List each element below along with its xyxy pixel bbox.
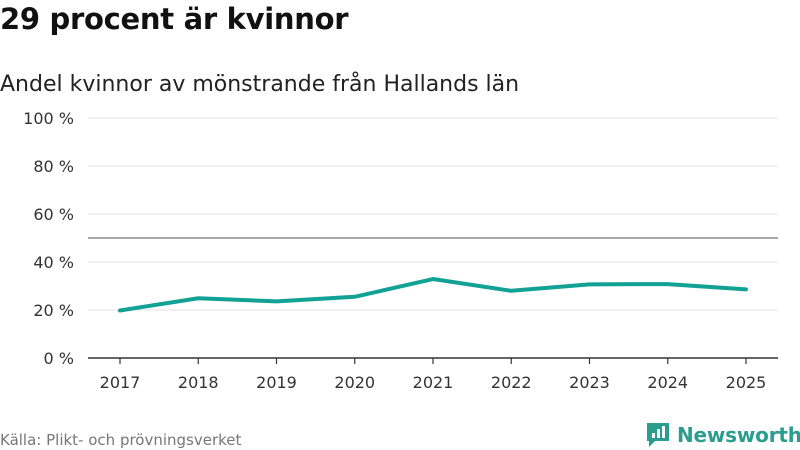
- x-tick-label: 2023: [569, 373, 610, 392]
- y-tick-label: 60 %: [33, 205, 74, 224]
- y-tick-labels: 0 % 20 % 40 % 60 % 80 % 100 %: [23, 109, 74, 368]
- x-tick-label: 2024: [647, 373, 688, 392]
- chart-title: 29 procent är kvinnor: [0, 2, 349, 36]
- y-tick-label: 40 %: [33, 253, 74, 272]
- x-tick-label: 2019: [256, 373, 297, 392]
- x-tick-label: 2020: [334, 373, 375, 392]
- x-tick-label: 2017: [100, 373, 141, 392]
- axes: [88, 357, 778, 364]
- brand-logo: Newsworthy: [645, 421, 800, 449]
- source-note: Källa: Plikt- och prövningsverket: [0, 431, 242, 449]
- x-tick-labels: 2017 2018 2019 2020 2021 2022 2023 2024 2025: [100, 373, 767, 392]
- brand-name: Newsworthy: [677, 423, 800, 447]
- y-tick-label: 20 %: [33, 301, 74, 320]
- series-line: [118, 277, 748, 313]
- gridlines: [88, 117, 778, 311]
- series: [118, 277, 748, 313]
- newsworthy-logo-icon: [647, 423, 669, 447]
- y-tick-label: 0 %: [44, 349, 74, 368]
- y-tick-label: 100 %: [23, 109, 74, 128]
- y-tick-label: 80 %: [33, 157, 74, 176]
- x-tick-label: 2021: [413, 373, 454, 392]
- chart-subtitle: Andel kvinnor av mönstrande från Halland…: [0, 72, 520, 97]
- x-tick-label: 2025: [726, 373, 767, 392]
- x-tick-label: 2022: [491, 373, 532, 392]
- x-tick-label: 2018: [178, 373, 219, 392]
